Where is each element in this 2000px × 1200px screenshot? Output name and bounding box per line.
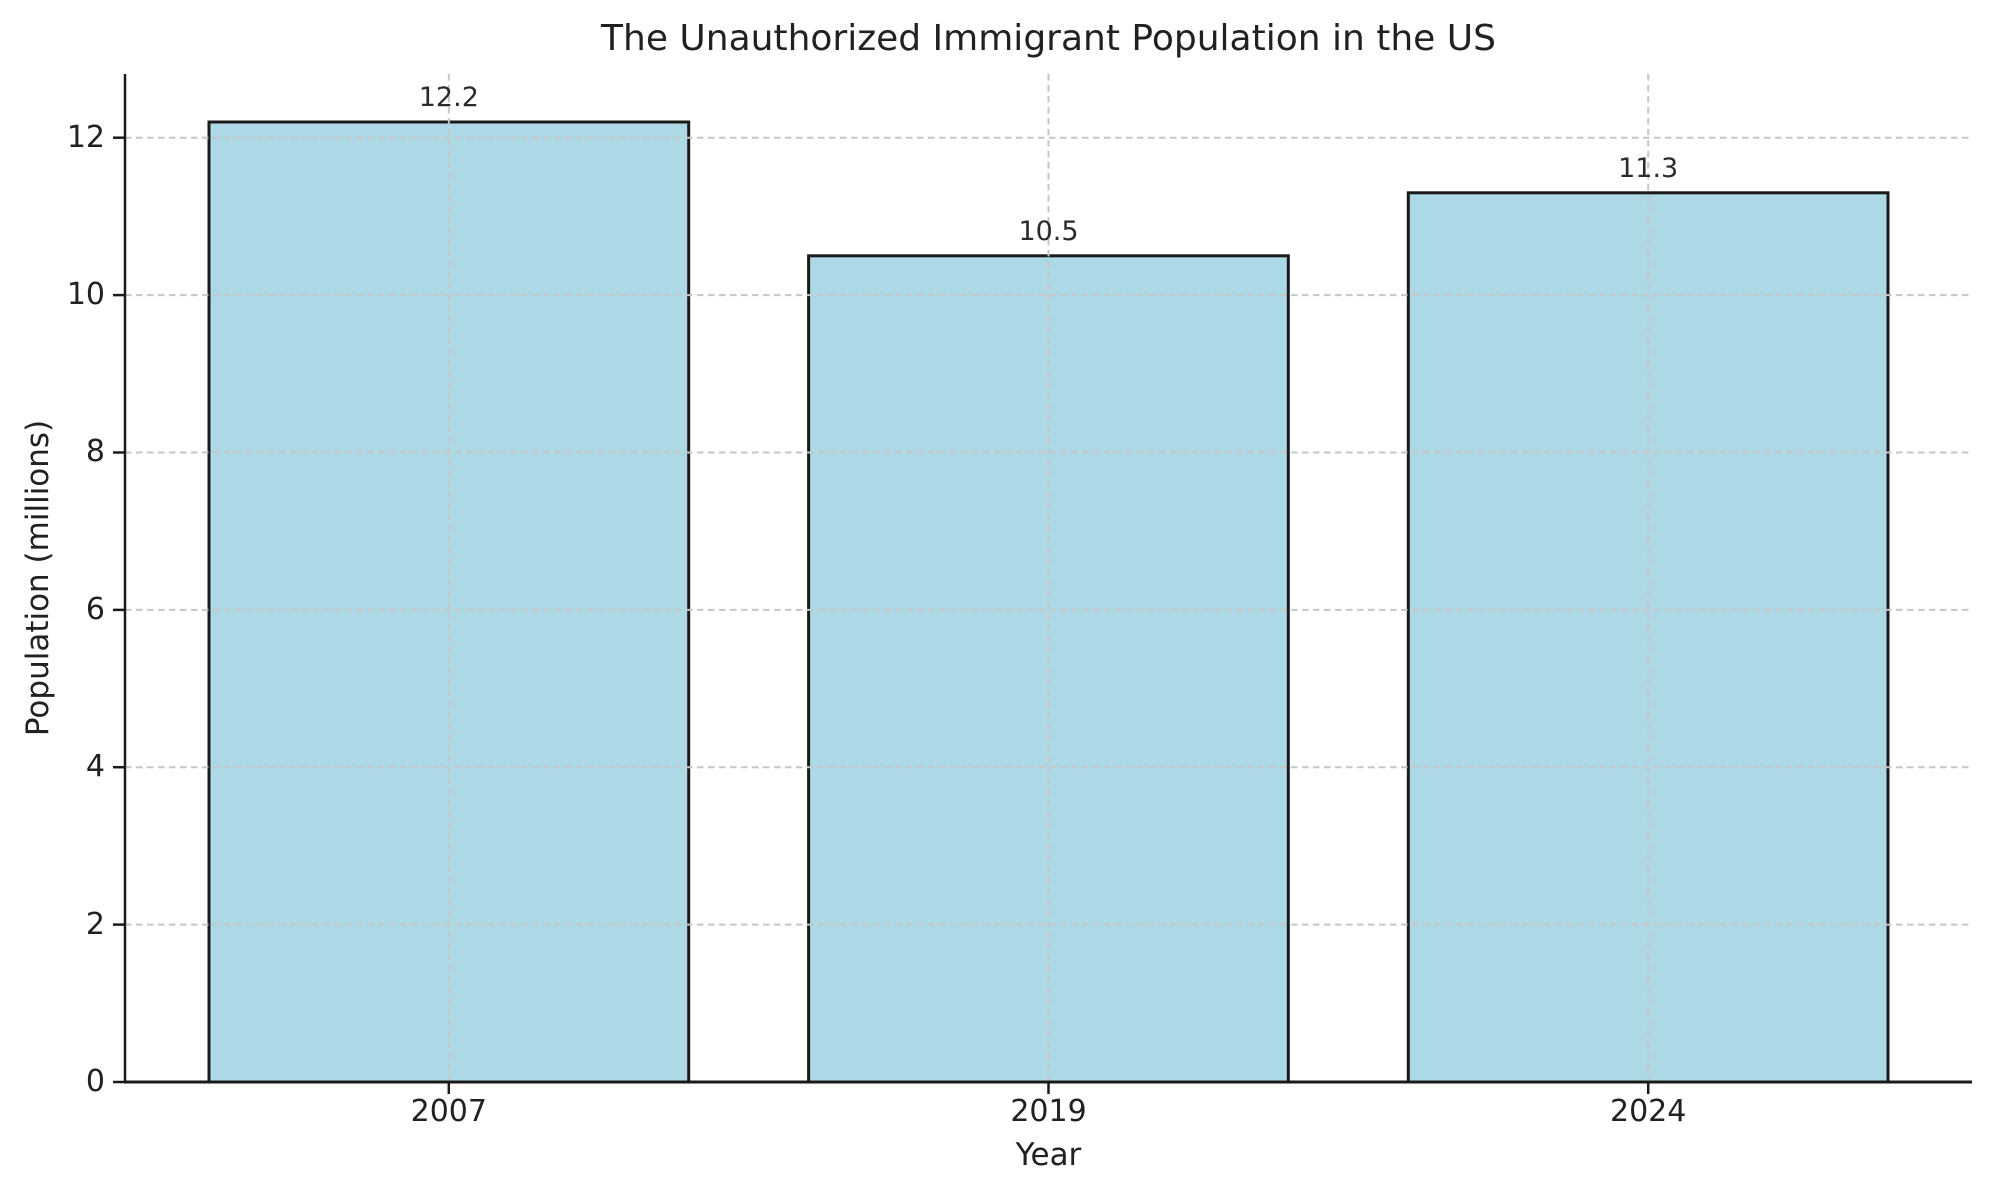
chart-title: The Unauthorized Immigrant Population in… (601, 18, 1496, 59)
bar-value-label-2007: 12.2 (418, 82, 479, 113)
x-tick-label-2019: 2019 (1010, 1094, 1087, 1129)
bar-value-label-2024: 11.3 (1618, 152, 1679, 184)
grid-layer (125, 74, 1972, 1082)
x-axis-label: Year (1015, 1137, 1082, 1173)
y-tick-label-10: 10 (66, 277, 105, 313)
bar-value-label-2019: 10.5 (1018, 215, 1079, 247)
y-tick-label-2: 2 (85, 906, 105, 942)
x-tick-label-2024: 2024 (1609, 1094, 1687, 1129)
x-tick-label-2007: 2007 (410, 1094, 487, 1129)
y-tick-label-0: 0 (85, 1064, 105, 1099)
y-tick-label-8: 8 (85, 434, 105, 470)
axes-layer (113, 74, 1972, 1094)
y-tick-label-4: 4 (85, 749, 105, 785)
y-tick-label-6: 6 (85, 591, 105, 627)
y-tick-label-12: 12 (66, 119, 105, 155)
